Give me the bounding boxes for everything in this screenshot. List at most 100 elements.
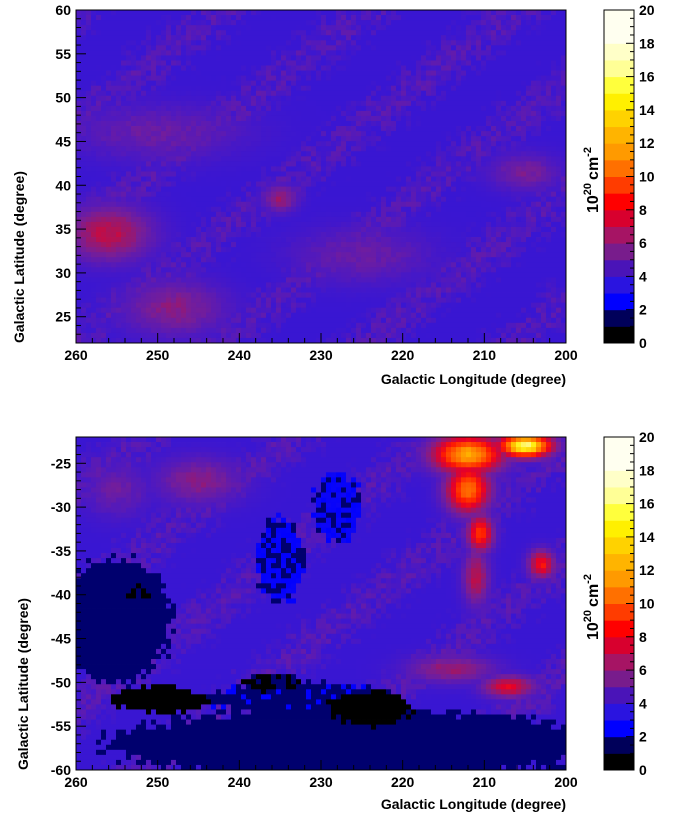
heatmap-cell xyxy=(111,277,117,283)
heatmap-cell xyxy=(356,337,362,344)
heatmap-cell xyxy=(251,105,257,112)
heatmap-cell xyxy=(426,322,432,329)
heatmap-cell xyxy=(136,332,142,339)
heatmap-cell xyxy=(386,40,392,46)
heatmap-cell xyxy=(186,186,192,193)
heatmap-cell xyxy=(271,115,277,122)
heatmap-cell xyxy=(96,252,102,258)
heatmap-cell xyxy=(376,297,382,304)
heatmap-cell xyxy=(171,30,177,36)
heatmap-cell xyxy=(186,262,192,268)
heatmap-cell xyxy=(301,141,307,147)
heatmap-cell xyxy=(346,25,352,31)
heatmap-cell xyxy=(361,332,367,339)
heatmap-cell xyxy=(281,105,287,112)
heatmap-cell xyxy=(236,317,242,324)
heatmap-cell xyxy=(221,317,227,324)
heatmap-cell xyxy=(366,35,372,41)
heatmap-cell xyxy=(311,161,317,167)
heatmap-cell xyxy=(341,45,347,51)
heatmap-cell xyxy=(246,70,252,76)
heatmap-cell xyxy=(351,226,357,233)
heatmap-cell xyxy=(446,221,452,228)
heatmap-cell xyxy=(296,90,302,97)
heatmap-cell xyxy=(181,252,187,258)
heatmap-cell xyxy=(126,110,132,117)
heatmap-cell xyxy=(436,20,442,26)
heatmap-cell xyxy=(91,171,97,177)
heatmap-cell xyxy=(426,247,432,253)
heatmap-cell xyxy=(361,85,367,92)
heatmap-cell xyxy=(191,191,197,198)
heatmap-cell xyxy=(171,100,177,107)
heatmap-cell xyxy=(121,85,127,92)
heatmap-cell xyxy=(116,277,122,283)
heatmap-cell xyxy=(421,216,427,223)
heatmap-cell xyxy=(366,85,372,92)
heatmap-cell xyxy=(291,15,297,21)
heatmap-cell xyxy=(366,141,372,147)
heatmap-cell xyxy=(421,55,427,61)
heatmap-cell xyxy=(276,136,282,142)
heatmap-cell xyxy=(96,45,102,51)
heatmap-cell xyxy=(276,191,282,198)
heatmap-cell xyxy=(81,50,87,56)
heatmap-cell xyxy=(331,146,337,152)
heatmap-cell xyxy=(311,136,317,142)
heatmap-cell xyxy=(266,302,272,309)
heatmap-cell xyxy=(446,337,452,344)
heatmap-cell xyxy=(406,131,412,137)
heatmap-cell xyxy=(421,176,427,182)
heatmap-cell xyxy=(81,277,87,283)
heatmap-cell xyxy=(136,15,142,21)
heatmap-cell xyxy=(426,292,432,298)
heatmap-cell xyxy=(136,216,142,223)
heatmap-cell xyxy=(331,307,337,314)
heatmap-cell xyxy=(156,35,162,41)
heatmap-cell xyxy=(436,45,442,51)
heatmap-cell xyxy=(156,171,162,177)
heatmap-cell xyxy=(81,151,87,157)
heatmap-cell xyxy=(406,80,412,87)
heatmap-cell xyxy=(331,201,337,208)
heatmap-cell xyxy=(356,267,362,273)
heatmap-cell xyxy=(401,30,407,36)
heatmap-cell xyxy=(451,186,457,193)
heatmap-cell xyxy=(416,121,422,127)
heatmap-cell xyxy=(81,110,87,117)
heatmap-cell xyxy=(176,126,182,132)
heatmap-cell xyxy=(166,40,172,46)
heatmap-cell xyxy=(106,20,112,26)
heatmap-cell xyxy=(401,166,407,172)
heatmap-cell xyxy=(101,332,107,339)
heatmap-cell xyxy=(416,327,422,334)
heatmap-cell xyxy=(406,211,412,218)
heatmap-cell xyxy=(311,267,317,273)
heatmap-cell xyxy=(251,15,257,21)
heatmap-cell xyxy=(411,242,417,248)
heatmap-cell xyxy=(356,75,362,82)
heatmap-cell xyxy=(146,70,152,76)
heatmap-cell xyxy=(356,282,362,288)
heatmap-cell xyxy=(266,287,272,293)
heatmap-cell xyxy=(421,252,427,258)
heatmap-cell xyxy=(241,85,247,92)
heatmap-cell xyxy=(366,237,372,243)
heatmap-cell xyxy=(281,307,287,314)
heatmap-cell xyxy=(281,282,287,288)
heatmap-cell xyxy=(346,136,352,142)
heatmap-cell xyxy=(221,181,227,187)
heatmap-cell xyxy=(96,191,102,198)
heatmap-cell xyxy=(111,206,117,213)
heatmap-cell xyxy=(206,151,212,157)
heatmap-cell xyxy=(436,171,442,177)
heatmap-cell xyxy=(311,90,317,97)
heatmap-cell xyxy=(136,110,142,117)
heatmap-cell xyxy=(246,100,252,107)
heatmap-cell xyxy=(161,35,167,41)
heatmap-cell xyxy=(221,80,227,87)
heatmap-cell xyxy=(311,282,317,288)
heatmap-cell xyxy=(86,85,92,92)
heatmap-cell xyxy=(171,166,177,172)
heatmap-cell xyxy=(366,181,372,187)
